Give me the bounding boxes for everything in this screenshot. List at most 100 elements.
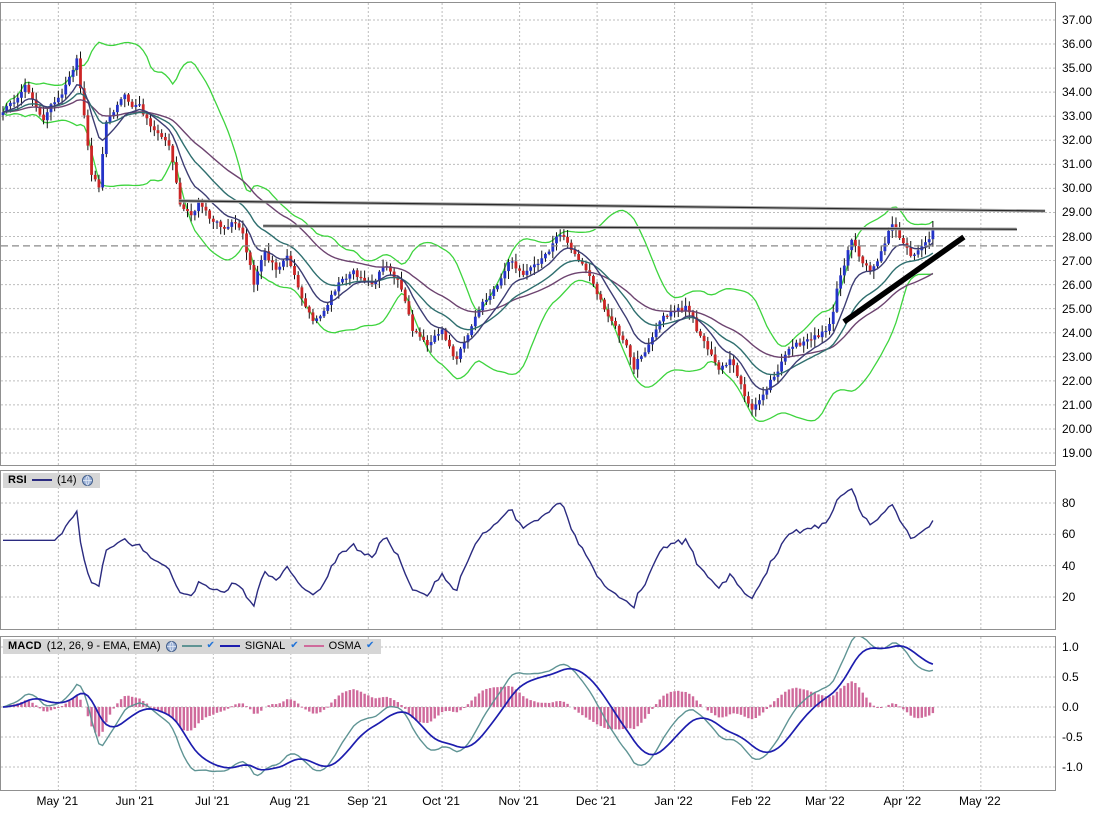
candle-body (721, 365, 724, 370)
candle-body (422, 336, 426, 340)
osma-visibility-checkbox[interactable]: ✔ (366, 640, 375, 651)
osma-bar (732, 707, 735, 714)
osma-bar (776, 698, 780, 707)
candle-body (735, 365, 739, 377)
osma-bar (285, 699, 289, 707)
candle-body (282, 260, 285, 267)
osma-bar (127, 695, 130, 707)
osma-bar (677, 690, 680, 707)
osma-bar (643, 707, 647, 719)
candle-body (86, 115, 90, 146)
candle-body (392, 271, 396, 278)
candle-body (182, 204, 186, 210)
price-tick-label: 22.00 (1062, 373, 1093, 388)
osma-bar (404, 707, 407, 709)
rsi-line (3, 487, 934, 610)
osma-bar (470, 700, 473, 707)
candle-body (794, 342, 798, 347)
candle-body (226, 226, 230, 229)
osma-bar (156, 707, 160, 711)
candle-body (448, 339, 451, 347)
candle-body (348, 274, 352, 279)
osma-bar (743, 707, 746, 717)
rsi-legend-title: RSI (8, 474, 27, 486)
osma-bar (887, 704, 890, 707)
macd-line (2, 637, 934, 777)
price-chart-canvas[interactable] (1, 3, 1055, 465)
ma-fast-line (2, 84, 934, 391)
macd-tick-label: 0.0 (1062, 700, 1079, 714)
resistance-line-lower[interactable] (263, 224, 1018, 231)
candle-body (639, 356, 643, 359)
osma-bar (466, 704, 470, 707)
candle-body (64, 84, 68, 95)
osma-bar (610, 707, 614, 730)
candle-body (433, 335, 437, 342)
candle-body (407, 301, 411, 315)
osma-bar (149, 706, 152, 708)
candle-body (429, 341, 433, 346)
resistance-line-upper[interactable] (178, 199, 1046, 213)
candle-body (503, 271, 507, 279)
osma-bar (71, 698, 75, 707)
candle-body (820, 331, 824, 338)
candle-body (444, 329, 448, 340)
candle-body (163, 136, 167, 141)
candle-body (676, 307, 680, 312)
osma-bar (658, 699, 662, 707)
osma-bar (20, 702, 23, 707)
candle-body (462, 342, 466, 349)
candle-body (256, 271, 260, 285)
osma-bar (606, 707, 610, 730)
osma-bar (42, 707, 45, 712)
thick-trendline[interactable] (842, 234, 966, 325)
candle-body (636, 358, 640, 370)
osma-bar (407, 707, 411, 714)
osma-bar (411, 707, 414, 719)
osma-bar (798, 688, 802, 707)
osma-bar (485, 688, 488, 707)
candle-body (510, 261, 514, 263)
osma-bar (791, 688, 794, 707)
candle-body (562, 234, 566, 237)
osma-bar (426, 707, 429, 723)
candle-body (924, 242, 927, 247)
rsi-settings-globe-icon[interactable] (81, 474, 93, 486)
candle-body (691, 312, 695, 318)
osma-bar (780, 694, 783, 707)
rsi-chart-canvas[interactable] (1, 471, 1055, 629)
osma-bar (599, 707, 602, 727)
osma-bar (688, 693, 691, 707)
candle-body (750, 403, 754, 410)
macd-visibility-checkbox[interactable]: ✔ (206, 640, 215, 651)
osma-bar (492, 687, 495, 707)
osma-bar (592, 707, 595, 722)
osma-bar (499, 686, 503, 707)
candle-body (599, 294, 603, 300)
macd-settings-globe-icon[interactable] (165, 640, 177, 652)
candle-body (628, 345, 632, 358)
osma-bar (522, 696, 525, 707)
macd-tick-label: 1.0 (1062, 640, 1079, 654)
candle-body (311, 312, 315, 321)
candle-body (156, 130, 160, 134)
candle-body (654, 329, 658, 338)
candle-body (806, 339, 809, 342)
candle-body (868, 265, 872, 272)
price-tick-label: 25.00 (1062, 301, 1093, 316)
osma-bar (669, 691, 673, 707)
signal-visibility-checkbox[interactable]: ✔ (290, 640, 299, 651)
osma-bar (451, 707, 455, 712)
osma-bar (186, 707, 189, 731)
candle-body (699, 331, 702, 336)
osma-bar (415, 707, 418, 721)
osma-bar (315, 707, 318, 714)
osma-bar (215, 707, 219, 713)
candle-body (887, 230, 890, 244)
candle-body (532, 264, 536, 268)
osma-bar (79, 699, 82, 707)
osma-bar (920, 707, 924, 718)
macd-chart-canvas[interactable] (1, 637, 1055, 790)
osma-bar (474, 696, 477, 707)
